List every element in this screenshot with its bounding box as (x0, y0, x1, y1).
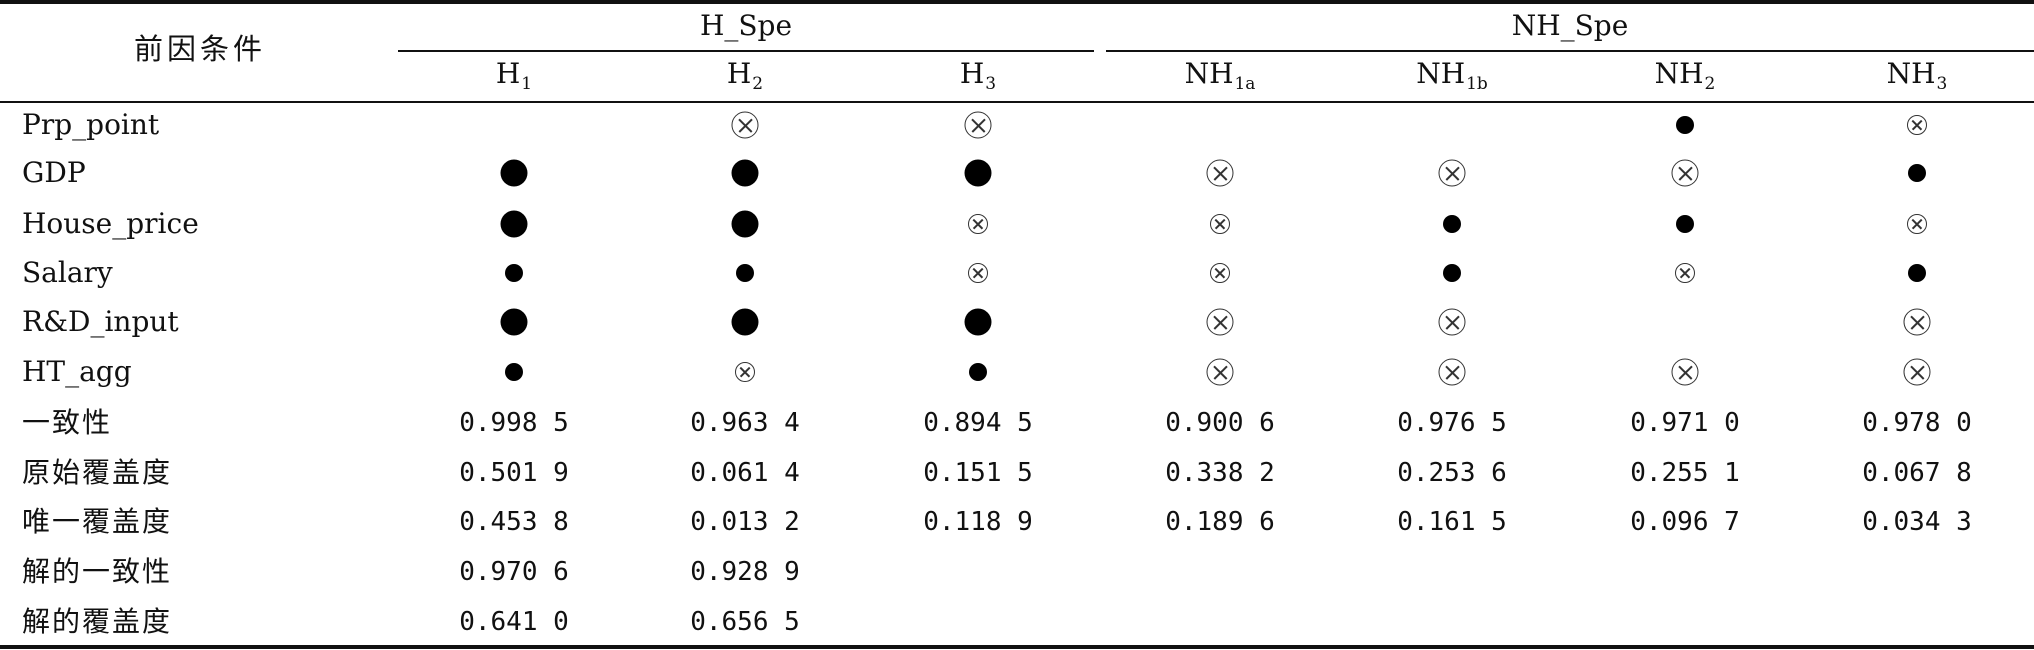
core-absent-icon (964, 111, 992, 139)
row-label: Salary (22, 256, 113, 289)
peripheral-absent-icon (1210, 263, 1230, 283)
table-bottom-rule (0, 645, 2034, 649)
column-header-nh1b: NH1b (1416, 57, 1488, 94)
core-absent-icon (1438, 159, 1466, 187)
metric-value: 0.151 5 (923, 458, 1033, 488)
column-header-nh2: NH2 (1654, 57, 1716, 94)
core-present-icon (964, 308, 992, 336)
core-present-icon (731, 308, 759, 336)
core-present-icon (500, 308, 528, 336)
core-absent-icon (1206, 358, 1234, 386)
metric-label: 解的一致性 (22, 555, 173, 588)
header-bottom-rule (0, 101, 2034, 103)
metric-value: 0.894 5 (923, 408, 1033, 438)
metric-value: 0.034 3 (1862, 507, 1972, 537)
metric-value: 0.501 9 (459, 458, 569, 488)
core-present-icon (500, 159, 528, 187)
row-label: Prp_point (22, 108, 160, 141)
row-label: House_price (22, 207, 199, 240)
core-absent-icon (1438, 308, 1466, 336)
peripheral-present-icon (1443, 264, 1461, 282)
metric-value: 0.338 2 (1165, 458, 1275, 488)
metric-value: 0.161 5 (1397, 507, 1507, 537)
corner-header: 前因条件 (134, 32, 267, 66)
column-header-nh1a: NH1a (1184, 57, 1256, 94)
peripheral-present-icon (505, 264, 523, 282)
core-present-icon (964, 159, 992, 187)
column-header-h2: H2 (726, 57, 764, 94)
peripheral-present-icon (1676, 116, 1694, 134)
row-label: GDP (22, 156, 86, 189)
metric-value: 0.067 8 (1862, 458, 1972, 488)
metric-label: 原始覆盖度 (22, 456, 173, 489)
metric-value: 0.641 0 (459, 607, 569, 637)
metric-value: 0.928 9 (690, 557, 800, 587)
row-label: HT_agg (22, 355, 132, 388)
metric-value: 0.189 6 (1165, 507, 1275, 537)
peripheral-present-icon (736, 264, 754, 282)
row-label: R&D_input (22, 305, 179, 338)
metric-value: 0.970 6 (459, 557, 569, 587)
metric-value: 0.061 4 (690, 458, 800, 488)
h-spe-group-rule (398, 50, 1094, 52)
metric-value: 0.978 0 (1862, 408, 1972, 438)
nh-spe-group-rule (1106, 50, 2034, 52)
metric-value: 0.976 5 (1397, 408, 1507, 438)
core-present-icon (731, 210, 759, 238)
peripheral-present-icon (505, 363, 523, 381)
peripheral-present-icon (1443, 215, 1461, 233)
group-header-h-spe: H_Spe (699, 9, 793, 42)
core-absent-icon (1903, 308, 1931, 336)
core-absent-icon (1671, 358, 1699, 386)
table-top-rule (0, 0, 2034, 4)
core-absent-icon (1206, 159, 1234, 187)
peripheral-absent-icon (1210, 214, 1230, 234)
core-present-icon (500, 210, 528, 238)
core-absent-icon (1671, 159, 1699, 187)
metric-value: 0.255 1 (1630, 458, 1740, 488)
metric-value: 0.253 6 (1397, 458, 1507, 488)
core-absent-icon (1903, 358, 1931, 386)
metric-value: 0.998 5 (459, 408, 569, 438)
metric-label: 一致性 (22, 406, 113, 439)
peripheral-present-icon (1676, 215, 1694, 233)
metric-value: 0.900 6 (1165, 408, 1275, 438)
core-absent-icon (731, 111, 759, 139)
peripheral-present-icon (1908, 264, 1926, 282)
peripheral-absent-icon (1675, 263, 1695, 283)
peripheral-absent-icon (968, 214, 988, 234)
core-absent-icon (1206, 308, 1234, 336)
column-header-nh3: NH3 (1886, 57, 1948, 94)
peripheral-present-icon (969, 363, 987, 381)
peripheral-absent-icon (1907, 115, 1927, 135)
metric-value: 0.656 5 (690, 607, 800, 637)
peripheral-absent-icon (968, 263, 988, 283)
metric-label: 解的覆盖度 (22, 605, 173, 638)
metric-value: 0.013 2 (690, 507, 800, 537)
peripheral-absent-icon (735, 362, 755, 382)
metric-value: 0.963 4 (690, 408, 800, 438)
core-present-icon (731, 159, 759, 187)
column-header-h1: H1 (495, 57, 533, 94)
metric-value: 0.971 0 (1630, 408, 1740, 438)
group-header-nh-spe: NH_Spe (1511, 9, 1629, 42)
core-absent-icon (1438, 358, 1466, 386)
column-header-h3: H3 (959, 57, 997, 94)
peripheral-absent-icon (1907, 214, 1927, 234)
peripheral-present-icon (1908, 164, 1926, 182)
metric-value: 0.096 7 (1630, 507, 1740, 537)
metric-value: 0.118 9 (923, 507, 1033, 537)
metric-value: 0.453 8 (459, 507, 569, 537)
metric-label: 唯一覆盖度 (22, 505, 173, 538)
